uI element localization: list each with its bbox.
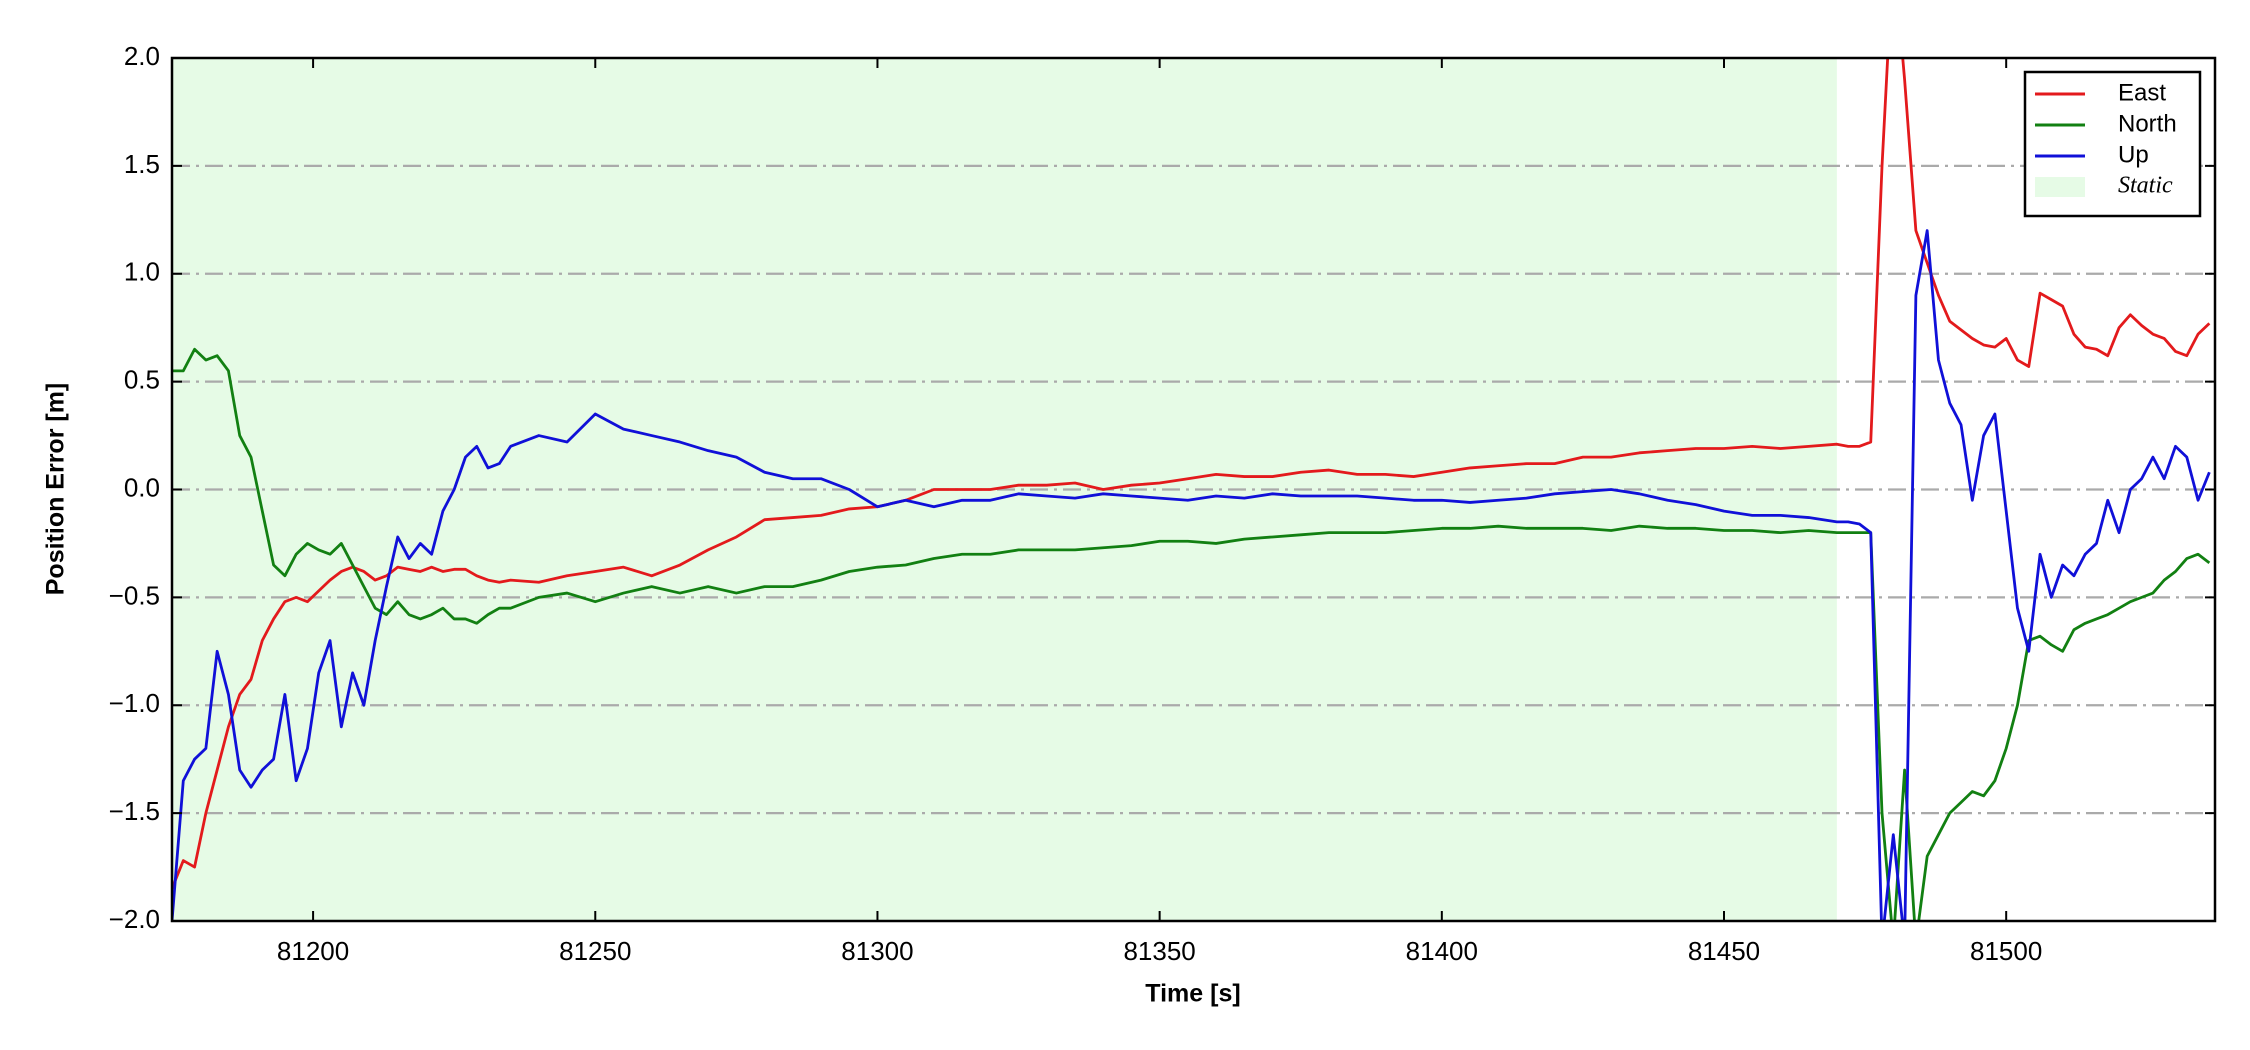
legend-label: East <box>2118 79 2166 106</box>
x-tick-label: 81350 <box>1123 936 1195 966</box>
x-tick-label: 81250 <box>559 936 631 966</box>
y-tick-label: 0.5 <box>124 365 160 395</box>
x-tick-label: 81400 <box>1406 936 1478 966</box>
y-tick-label: −0.5 <box>109 580 160 610</box>
plot-frame <box>170 56 2217 923</box>
x-tick-label: 81500 <box>1970 936 2042 966</box>
series-line <box>172 229 2211 921</box>
y-tick-label: −1.5 <box>109 796 160 826</box>
y-axis-label: Position Error [m] <box>42 383 70 596</box>
series-line <box>172 347 2211 921</box>
y-tick-label: 1.0 <box>124 257 160 287</box>
plot-lines <box>172 58 2211 921</box>
x-axis-label: Time [s] <box>1145 980 1240 1008</box>
y-tick-label: 0.0 <box>124 472 160 502</box>
legend-label: Up <box>2118 141 2149 168</box>
x-tick-label: 81200 <box>277 936 349 966</box>
y-tick-label: −1.0 <box>109 688 160 718</box>
grid <box>172 164 2215 815</box>
legend-label: North <box>2118 110 2177 137</box>
legend-swatch <box>2035 177 2085 197</box>
y-tick-label: −2.0 <box>109 904 160 934</box>
legend-label: Static <box>2118 173 2173 199</box>
legend: East North Up Static <box>2023 70 2202 218</box>
x-tick-label: 81450 <box>1688 936 1760 966</box>
y-tick-label: 2.0 <box>124 41 160 71</box>
x-tick-label: 81300 <box>841 936 913 966</box>
series-line <box>172 58 2211 890</box>
y-tick-label: 1.5 <box>124 149 160 179</box>
axes: −2.0 −1.5 −1.0 −0.5 0.0 0.5 1.0 1.5 2.0 81200 8125… <box>109 41 2217 966</box>
